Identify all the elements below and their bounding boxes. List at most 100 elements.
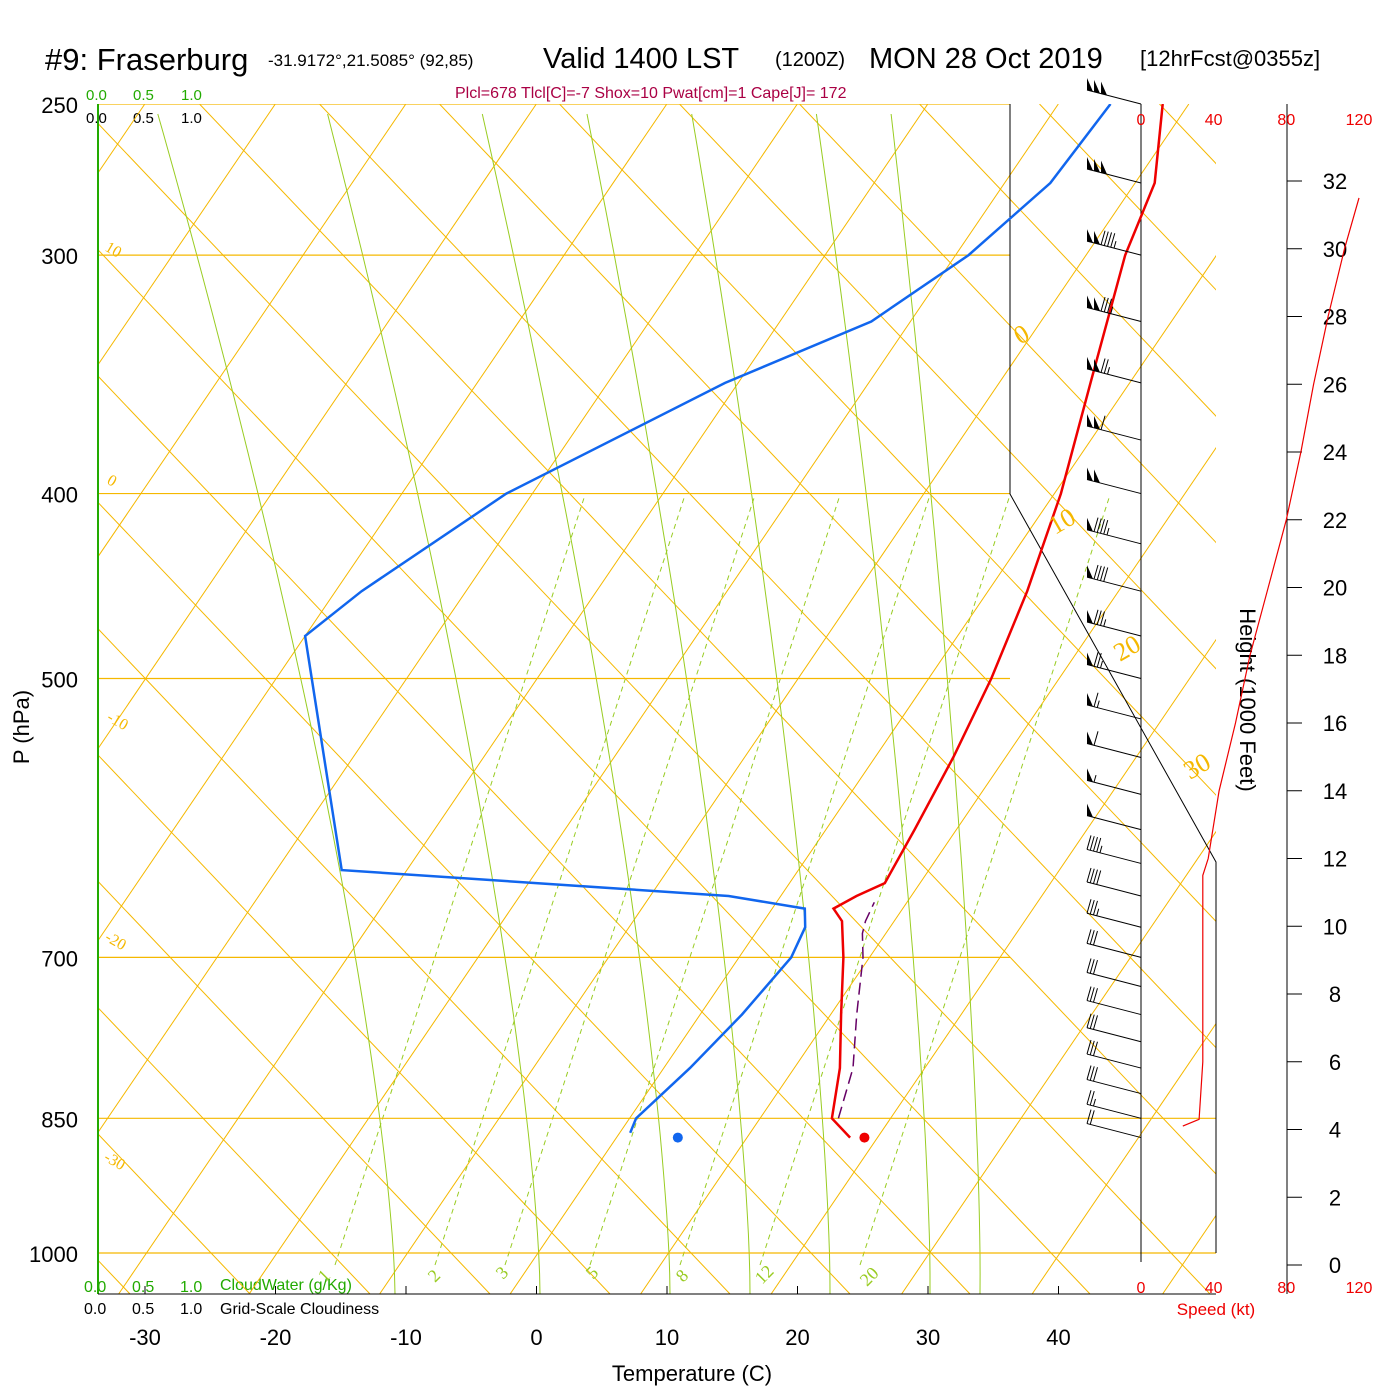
wind-barb: [1086, 803, 1142, 831]
wind-barb-feather: [1086, 835, 1092, 850]
axes: [97, 104, 1217, 1295]
dewpoint-line: [303, 104, 1112, 1134]
thermo-grid: [98, 104, 1400, 1294]
wind-barb: [1086, 929, 1142, 958]
wind-barb: [1086, 1013, 1142, 1043]
speed-top-tick: 40: [1205, 112, 1223, 129]
isotherm-line: [98, 104, 276, 366]
isotherm-line: [640, 446, 1216, 1294]
wind-barb: [1086, 986, 1142, 1016]
dry-adiabat-line: [98, 501, 851, 1294]
wind-barb-staff: [1086, 1027, 1142, 1043]
surface-dewpoint-dot: [672, 1132, 683, 1143]
station-title: #9: Fraserburg: [45, 42, 248, 77]
wind-barb-pennant: [1094, 358, 1100, 373]
wind-barb-half-feather: [1099, 845, 1103, 853]
wind-barb-half-feather: [1107, 367, 1111, 375]
wind-barb-staff: [1086, 743, 1142, 758]
speed-axis-label: Speed (kt): [1177, 1300, 1255, 1319]
wind-barb-feather: [1103, 567, 1109, 582]
isotherm-line: [1293, 104, 1400, 1294]
cloudiness-bottom-tick: 0.5: [132, 1301, 154, 1318]
wind-barb: [1086, 1090, 1142, 1119]
wind-barb-feather: [1092, 900, 1098, 916]
moist-adiabat-line: [481, 113, 671, 1294]
isotherm-label: 10: [1044, 502, 1081, 540]
mixing-ratio-line: [759, 494, 1011, 1266]
wind-barb-half-feather: [1096, 700, 1100, 708]
dry-adiabat-line: [679, 104, 1216, 670]
x-tick-label: 40: [1046, 1325, 1070, 1350]
wind-barb-feather: [1096, 610, 1102, 625]
wind-barb-feather: [1089, 1040, 1095, 1056]
wind-barb-half-feather: [1093, 775, 1097, 783]
dry-adiabat-line: [98, 1006, 371, 1294]
mixing-ratio-label: 20: [856, 1263, 883, 1290]
wind-barb-pennant: [1087, 517, 1093, 532]
pressure-tick-label: 250: [41, 93, 78, 118]
isotherm-line: [248, 104, 1059, 1294]
height-tick-label: 16: [1323, 711, 1347, 736]
wind-barb-feather: [1096, 653, 1102, 668]
isotherm-line: [1031, 1022, 1216, 1294]
wind-barb: [1086, 867, 1142, 897]
height-tick-label: 28: [1323, 305, 1347, 330]
wind-barb-staff: [1086, 664, 1142, 679]
speed-line: [1182, 197, 1360, 1127]
speed-bottom-tick: 120: [1346, 1280, 1373, 1297]
wind-barb-feather: [1096, 565, 1102, 580]
wind-barb-half-feather: [1110, 306, 1114, 314]
wind-barb-feather: [1086, 1013, 1092, 1028]
wind-barb-feather: [1096, 518, 1102, 533]
wind-barb: [1086, 229, 1142, 256]
wind-barb: [1086, 899, 1142, 928]
cloudiness-bottom-tick: 0.0: [84, 1301, 106, 1318]
surface-temperature-dot: [859, 1132, 870, 1143]
wind-barb-feather: [1103, 297, 1109, 313]
wind-barb-feather: [1100, 415, 1106, 430]
cloudwater-bottom-tick: 0.0: [84, 1279, 106, 1296]
wind-barb-pennant: [1087, 692, 1093, 707]
wind-barb-feather: [1093, 564, 1099, 580]
wind-barb: [1086, 414, 1142, 441]
wind-barb-feather: [1100, 296, 1106, 312]
dry-adiabat-line: [98, 628, 731, 1294]
forecast-info: [12hrFcst@0355z]: [1140, 46, 1320, 71]
wind-barb-staff: [1086, 848, 1142, 864]
wind-barb-pennant: [1087, 803, 1093, 818]
wind-barb: [1086, 692, 1142, 720]
wind-barb-feather: [1093, 692, 1099, 707]
wind-barb-staff: [1086, 576, 1142, 592]
wind-barb: [1086, 731, 1142, 758]
pressure-tick-label: 500: [41, 668, 78, 693]
wind-barb-staff: [1086, 704, 1142, 720]
cloudwater-bottom-axis: 0.0 0.5 1.0 CloudWater (g/Kg): [84, 1277, 352, 1296]
dry-adiabat-line: [199, 104, 1216, 1175]
wind-barb-feather: [1103, 359, 1109, 374]
wind-barb-staff: [1086, 1123, 1142, 1139]
height-tick-label: 18: [1323, 643, 1347, 668]
height-axis-label: Height (1000 Feet): [1235, 608, 1260, 791]
wind-barb-feather: [1107, 232, 1113, 247]
wind-barb-half-feather: [1100, 660, 1103, 669]
height-tick-label: 12: [1323, 847, 1347, 872]
wind-barb-pennant: [1087, 229, 1093, 243]
pressure-tick-label: 400: [41, 483, 78, 508]
moist-adiabat-line: [157, 113, 396, 1294]
isotherm-label: 20: [1109, 629, 1146, 667]
wind-barb-pennant: [1087, 295, 1093, 309]
x-tick-label: -30: [129, 1325, 161, 1350]
mixing-ratio-label: 3: [492, 1262, 513, 1283]
isotherm-line: [770, 638, 1216, 1294]
wind-barb-feather: [1086, 958, 1092, 973]
x-tick-label: 10: [655, 1325, 679, 1350]
wind-barb-pennant: [1087, 609, 1093, 624]
height-tick-label: 0: [1329, 1253, 1341, 1278]
cloudwater-bottom-tick: 0.5: [132, 1279, 154, 1296]
isotherm-line: [118, 104, 929, 1294]
cloudwater-label: CloudWater (g/Kg): [220, 1277, 352, 1294]
dry-adiabat-line: [98, 754, 611, 1294]
dry-adiabat-line: [1039, 104, 1216, 291]
wind-barb: [1086, 1109, 1142, 1139]
height-tick-label: 26: [1323, 372, 1347, 397]
